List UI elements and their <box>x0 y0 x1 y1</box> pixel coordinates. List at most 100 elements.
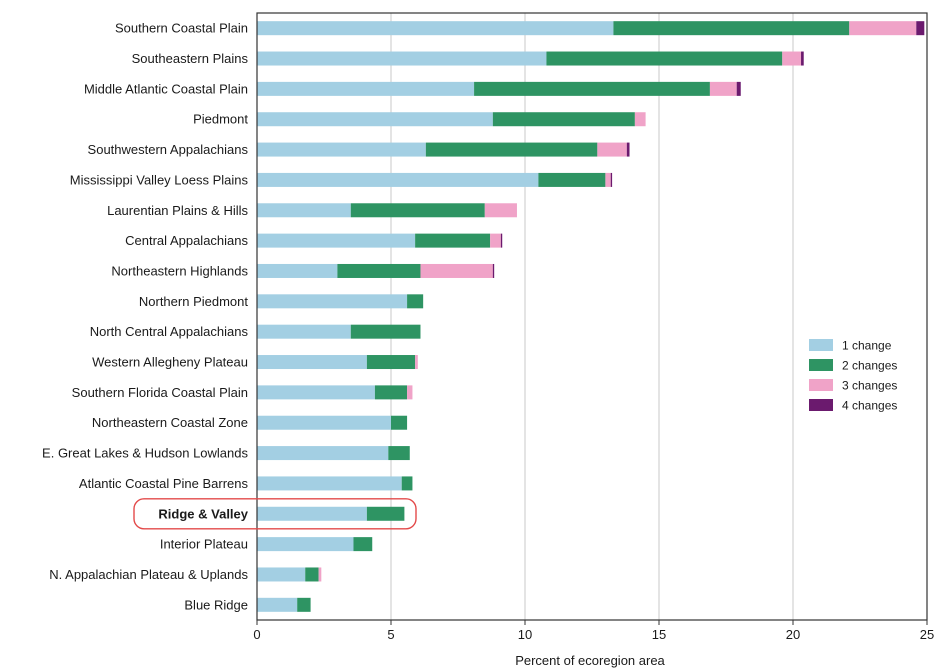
bar-segment-2 <box>474 81 710 96</box>
bars <box>257 21 925 612</box>
category-label: Southeastern Plains <box>132 51 249 66</box>
legend-swatch-2 <box>809 359 833 371</box>
bar-segment-1 <box>257 476 402 491</box>
category-label: Southern Florida Coastal Plain <box>72 385 248 400</box>
bar-segment-3 <box>407 385 413 400</box>
x-tick-label: 25 <box>920 627 934 642</box>
category-label: North Central Appalachians <box>90 324 249 339</box>
bar-segment-2 <box>337 263 421 278</box>
category-label: Laurentian Plains & Hills <box>107 203 248 218</box>
category-label: Piedmont <box>193 112 248 127</box>
bar-segment-2 <box>425 142 598 157</box>
x-axis-title: Percent of ecoregion area <box>515 653 665 668</box>
bar-segment-1 <box>257 21 614 36</box>
bar-segment-2 <box>401 476 413 491</box>
bar-segment-1 <box>257 415 391 430</box>
bar-segment-4 <box>492 263 495 278</box>
x-axis-ticks: 0 5 10 15 20 25 <box>253 620 934 642</box>
bar-segment-2 <box>374 385 408 400</box>
bar-segment-3 <box>634 112 646 127</box>
bar-segment-1 <box>257 506 367 521</box>
x-tick-label: 10 <box>518 627 532 642</box>
bar-segment-1 <box>257 537 354 552</box>
bar-segment-3 <box>597 142 627 157</box>
bar-segment-1 <box>257 51 547 66</box>
bar-segment-2 <box>305 567 319 582</box>
bar-segment-2 <box>297 597 311 612</box>
bar-segment-3 <box>849 21 917 36</box>
category-labels: Southern Coastal Plain Southeastern Plain… <box>42 21 249 613</box>
bar-segment-2 <box>353 537 373 552</box>
bar-segment-3 <box>605 172 611 187</box>
bar-segment-1 <box>257 355 367 370</box>
x-tick-label: 15 <box>652 627 666 642</box>
legend-swatch-3 <box>809 379 833 391</box>
bar-segment-2 <box>366 506 405 521</box>
bar-segment-1 <box>257 294 408 309</box>
category-label: Southwestern Appalachians <box>88 142 249 157</box>
category-label: Northeastern Coastal Zone <box>92 415 248 430</box>
category-label: N. Appalachian Plateau & Uplands <box>49 567 248 582</box>
bar-segment-3 <box>709 81 737 96</box>
bar-segment-2 <box>350 203 485 218</box>
category-label: Middle Atlantic Coastal Plain <box>84 81 248 96</box>
grid-lines <box>390 13 794 620</box>
bar-segment-1 <box>257 567 306 582</box>
legend-label-2: 2 changes <box>842 359 897 373</box>
bar-segment-3 <box>484 203 517 218</box>
legend: 1 change 2 changes 3 changes 4 changes <box>809 339 897 413</box>
bar-segment-1 <box>257 203 351 218</box>
plot-frame <box>256 12 928 621</box>
legend-label-1: 1 change <box>842 339 892 353</box>
bar-segment-2 <box>546 51 783 66</box>
legend-label-3: 3 changes <box>842 379 897 393</box>
bar-segment-2 <box>538 172 606 187</box>
bar-segment-2 <box>415 233 491 248</box>
bar-segment-3 <box>490 233 501 248</box>
bar-segment-4 <box>916 21 925 36</box>
bar-segment-1 <box>257 597 298 612</box>
category-label: Western Allegheny Plateau <box>92 355 248 370</box>
category-label: Northern Piedmont <box>139 294 248 309</box>
bar-segment-1 <box>257 446 389 461</box>
bar-segment-1 <box>257 385 375 400</box>
x-tick-label: 0 <box>253 627 260 642</box>
legend-swatch-1 <box>809 339 833 351</box>
bar-segment-3 <box>782 51 802 66</box>
category-label: Blue Ridge <box>184 597 248 612</box>
bar-segment-1 <box>257 233 416 248</box>
x-tick-label: 20 <box>786 627 800 642</box>
bar-segment-4 <box>500 233 503 248</box>
bar-segment-3 <box>420 263 493 278</box>
category-label: Mississippi Valley Loess Plains <box>70 172 249 187</box>
legend-swatch-4 <box>809 399 833 411</box>
bar-segment-1 <box>257 81 475 96</box>
bar-segment-1 <box>257 172 539 187</box>
category-label: Interior Plateau <box>160 537 248 552</box>
bar-segment-2 <box>613 21 850 36</box>
bar-segment-2 <box>350 324 421 339</box>
bar-segment-1 <box>257 263 338 278</box>
category-label: E. Great Lakes & Hudson Lowlands <box>42 446 248 461</box>
bar-segment-3 <box>318 567 322 582</box>
highlight-box <box>133 498 417 530</box>
bar-segment-1 <box>257 324 351 339</box>
bar-segment-2 <box>388 446 410 461</box>
category-label: Southern Coastal Plain <box>115 21 248 36</box>
bar-segment-2 <box>492 112 635 127</box>
bar-segment-2 <box>366 355 416 370</box>
category-label: Northeastern Highlands <box>111 263 248 278</box>
bar-segment-4 <box>610 172 613 187</box>
bar-segment-4 <box>626 142 630 157</box>
bar-segment-4 <box>736 81 741 96</box>
legend-label-4: 4 changes <box>842 399 897 413</box>
bar-segment-3 <box>415 355 418 370</box>
bar-segment-1 <box>257 112 493 127</box>
category-label: Atlantic Coastal Pine Barrens <box>79 476 249 491</box>
category-label: Ridge & Valley <box>158 506 248 521</box>
bar-segment-1 <box>257 142 426 157</box>
bar-segment-4 <box>801 51 804 66</box>
category-label: Central Appalachians <box>125 233 248 248</box>
bar-segment-2 <box>391 415 408 430</box>
